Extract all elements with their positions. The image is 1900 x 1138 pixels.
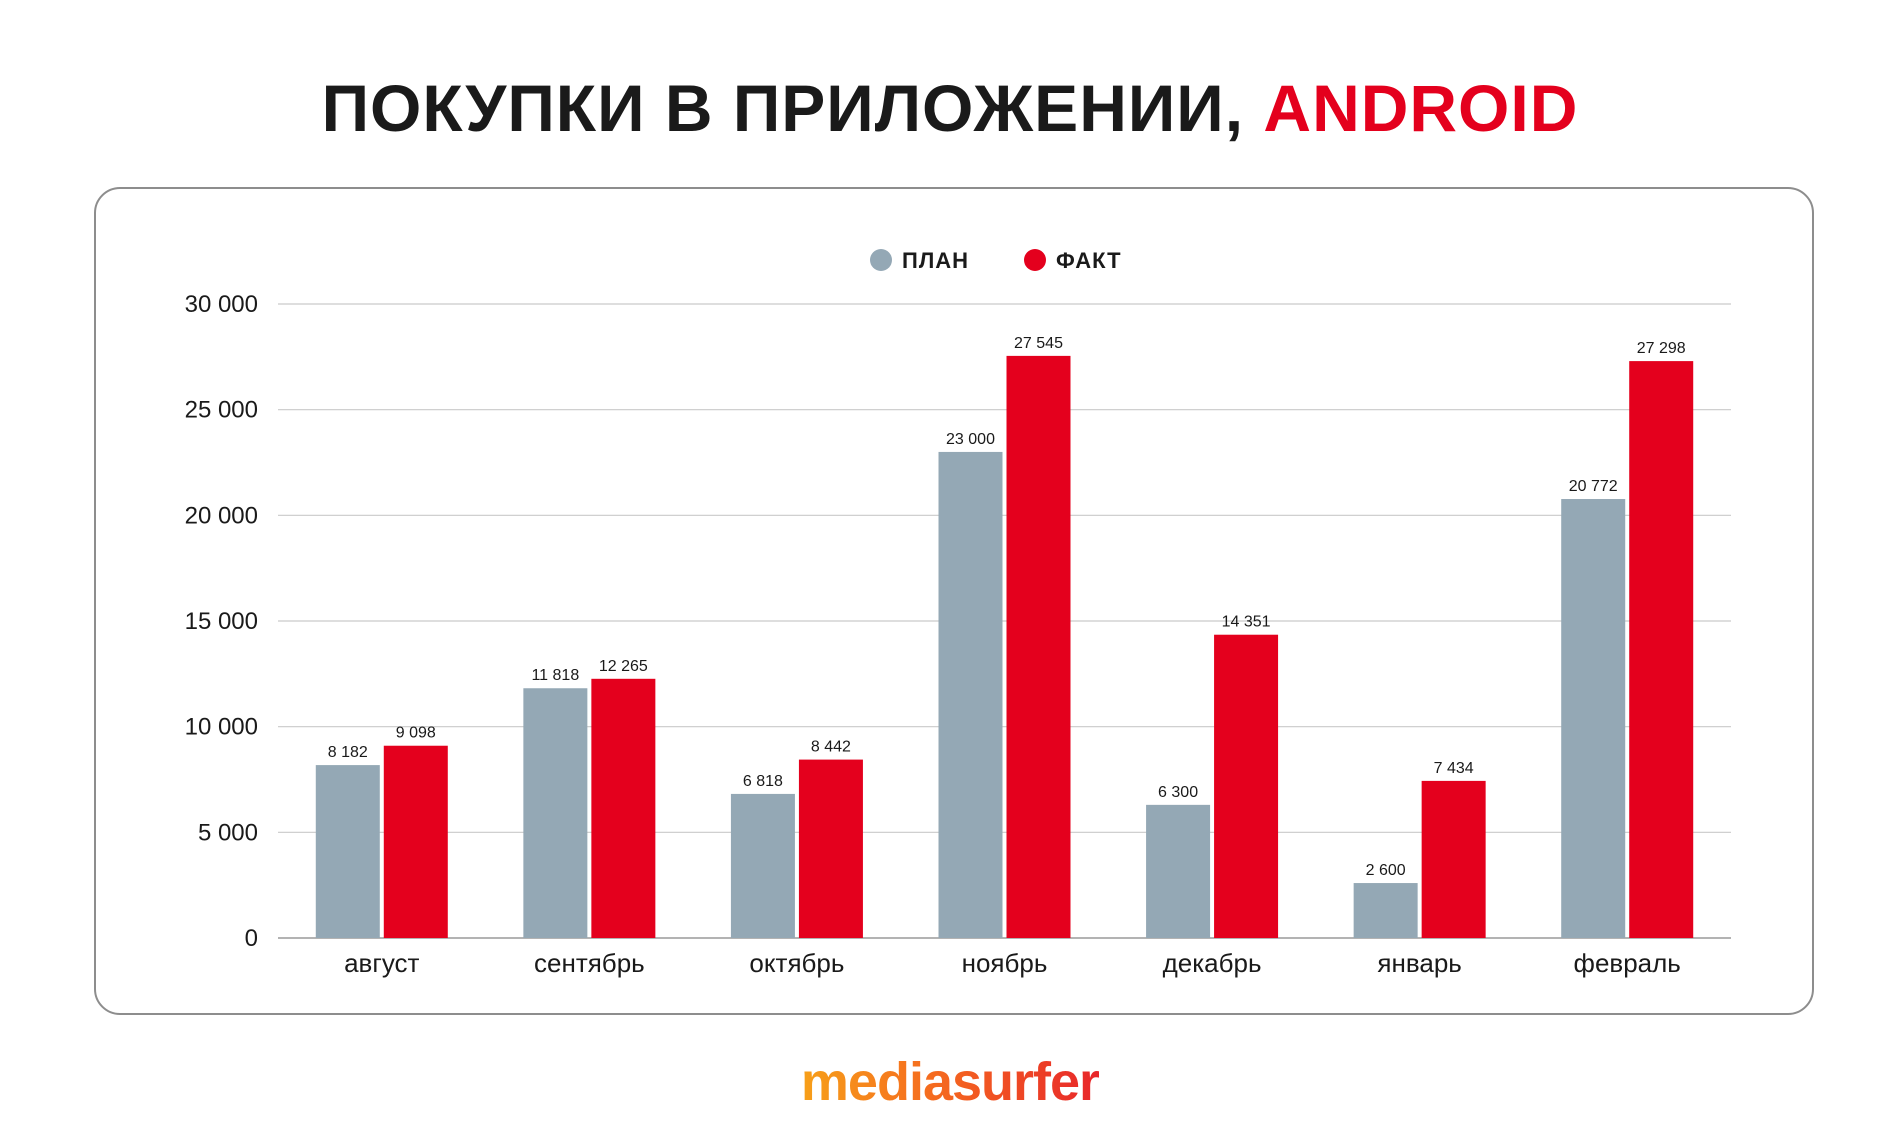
data-label-fact: 7 434: [1434, 760, 1474, 777]
x-category-label: август: [344, 948, 419, 978]
data-label-fact: 27 545: [1014, 335, 1063, 352]
data-label-plan: 23 000: [946, 431, 995, 448]
data-label-plan: 20 772: [1569, 478, 1618, 495]
chart-panel: 0 5 000 10 000 15 000 20 000 25 000 30 000 8 18…: [94, 187, 1814, 1015]
bar-plan: [730, 793, 795, 938]
bar-fact: [1421, 780, 1486, 938]
y-tick-label: 20 000: [185, 502, 258, 529]
y-tick-label: 5 000: [198, 819, 258, 846]
logo-text: mediasurfer: [800, 1052, 1100, 1112]
data-label-fact: 14 351: [1222, 614, 1271, 631]
bar-plan: [1146, 804, 1211, 938]
data-label-plan: 6 300: [1158, 784, 1198, 801]
x-category-label: сентябрь: [534, 948, 645, 978]
bar-plan: [1353, 883, 1418, 938]
data-label-plan: 8 182: [328, 744, 368, 761]
title-accent: ANDROID: [1263, 71, 1579, 145]
y-tick-label: 25 000: [185, 397, 258, 424]
bar-fact: [591, 678, 656, 938]
data-label-plan: 11 818: [531, 667, 579, 684]
bar-fact: [383, 745, 448, 938]
data-label-fact: 27 298: [1637, 340, 1686, 357]
title-main: ПОКУПКИ В ПРИЛОЖЕНИИ,: [321, 71, 1264, 145]
brand-logo: mediasurfer: [0, 1052, 1900, 1112]
bar-plan: [315, 765, 380, 938]
bar-fact: [798, 759, 863, 938]
data-label-plan: 2 600: [1366, 862, 1406, 879]
bar-fact: [1214, 634, 1279, 938]
data-label-fact: 8 442: [811, 739, 851, 756]
legend-label-plan: ПЛАН: [902, 248, 969, 273]
bar-fact: [1006, 355, 1071, 938]
data-label-fact: 12 265: [599, 658, 648, 675]
page-title: ПОКУПКИ В ПРИЛОЖЕНИИ, ANDROID: [0, 68, 1900, 148]
x-category-label: декабрь: [1163, 948, 1262, 978]
x-category-label: ноябрь: [962, 948, 1048, 978]
data-label-fact: 9 098: [396, 725, 436, 742]
bar-chart: 0 5 000 10 000 15 000 20 000 25 000 30 000 8 18…: [185, 248, 1731, 978]
x-category-label: октябрь: [749, 948, 844, 978]
y-tick-label: 10 000: [185, 714, 258, 741]
x-category-label: январь: [1377, 948, 1461, 978]
bar-fact: [1629, 361, 1694, 938]
bar-plan: [938, 451, 1003, 938]
legend-marker-fact: [1024, 249, 1046, 271]
bar-plan: [523, 688, 588, 938]
x-category-label: февраль: [1574, 948, 1681, 978]
y-tick-label: 0: [245, 925, 258, 952]
data-label-plan: 6 818: [743, 773, 783, 790]
legend-marker-plan: [870, 249, 892, 271]
y-tick-label: 30 000: [185, 291, 258, 318]
legend-label-fact: ФАКТ: [1056, 248, 1122, 273]
y-tick-label: 15 000: [185, 608, 258, 635]
bar-plan: [1561, 499, 1626, 938]
